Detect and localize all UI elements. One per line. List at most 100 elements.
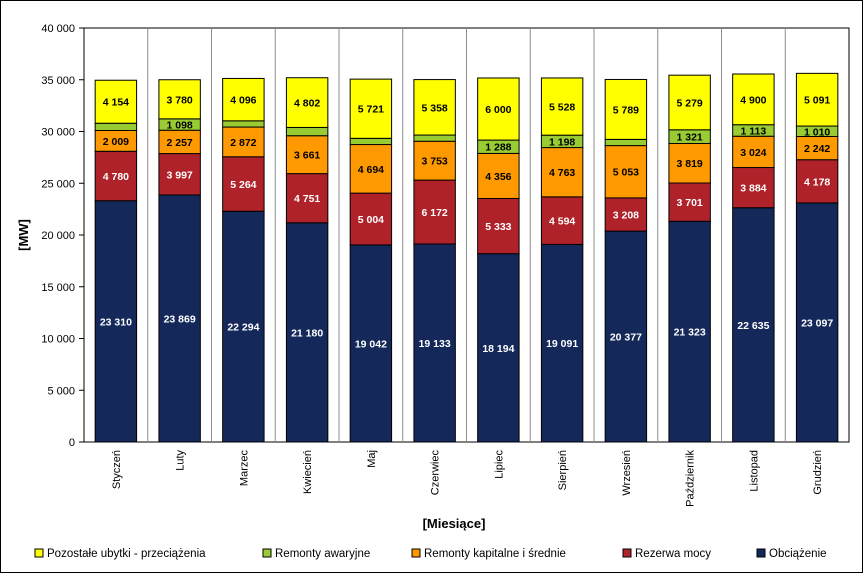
data-label: 5 091 bbox=[804, 95, 830, 107]
x-tick-label: Maj bbox=[366, 450, 378, 468]
legend-swatch bbox=[622, 548, 632, 558]
x-tick-label: Kwiecień bbox=[302, 450, 314, 494]
bar-segment bbox=[604, 145, 648, 199]
data-label: 5 279 bbox=[676, 97, 702, 109]
data-label: 19 133 bbox=[419, 338, 451, 350]
data-label: 3 701 bbox=[676, 197, 702, 209]
bar-segment bbox=[349, 192, 393, 246]
data-label: 4 694 bbox=[358, 164, 384, 176]
bar-segment bbox=[732, 135, 775, 169]
data-label: 1 010 bbox=[804, 126, 830, 138]
bar-segment bbox=[413, 243, 456, 443]
bar-segment bbox=[222, 210, 265, 443]
legend-swatch bbox=[262, 548, 272, 558]
data-label: 1 288 bbox=[485, 142, 511, 154]
x-tick-label: Grudzień bbox=[812, 450, 824, 495]
data-label: 5 789 bbox=[613, 104, 639, 116]
bar-segment bbox=[349, 137, 393, 146]
data-label: 2 257 bbox=[166, 137, 192, 149]
bar-segment bbox=[668, 74, 711, 131]
data-label: 22 635 bbox=[737, 320, 769, 332]
bar-segment bbox=[94, 122, 138, 131]
data-label: 2 242 bbox=[804, 143, 830, 155]
bar-segment bbox=[477, 77, 520, 141]
x-tick-label: Czerwiec bbox=[430, 450, 442, 496]
data-label: 4 763 bbox=[549, 167, 575, 179]
bar-segment bbox=[477, 197, 520, 255]
bar-segment bbox=[349, 78, 393, 139]
bar-segment bbox=[158, 79, 201, 120]
bar-segment bbox=[349, 244, 393, 443]
bar-segment bbox=[604, 230, 648, 443]
bar-segment bbox=[413, 179, 456, 245]
data-label: 2 872 bbox=[230, 137, 256, 149]
bar-segment bbox=[732, 207, 775, 443]
legend-swatch bbox=[756, 548, 766, 558]
data-label: 5 721 bbox=[358, 104, 384, 116]
bar-segment bbox=[222, 156, 265, 212]
bar-segment bbox=[540, 243, 584, 443]
legend-label: Remonty kapitalne i średnie bbox=[424, 548, 566, 560]
data-label: 3 780 bbox=[166, 94, 192, 106]
data-label: 3 024 bbox=[740, 147, 766, 159]
bar-segment bbox=[222, 120, 265, 128]
data-label: 1 198 bbox=[549, 136, 575, 148]
data-label: 23 310 bbox=[100, 316, 132, 328]
bar-segment bbox=[795, 159, 839, 204]
data-label: 4 751 bbox=[294, 193, 320, 205]
data-label: 22 294 bbox=[227, 322, 259, 334]
legend-label: Remonty awaryjne bbox=[275, 548, 370, 560]
bar-segment bbox=[732, 167, 775, 209]
x-tick-label: Listopad bbox=[748, 450, 760, 492]
legend-label: Obciążenie bbox=[769, 548, 827, 560]
bar-segment bbox=[285, 126, 329, 137]
data-label: 20 377 bbox=[610, 332, 642, 344]
data-label: 19 091 bbox=[546, 338, 578, 350]
bar-segment bbox=[477, 152, 520, 199]
y-axis-label: [MW] bbox=[16, 219, 31, 251]
x-axis-label: [Miesiące] bbox=[423, 516, 486, 531]
y-tick-label: 15 000 bbox=[41, 282, 75, 294]
bar-segment bbox=[668, 182, 711, 222]
data-label: 21 180 bbox=[291, 327, 323, 339]
y-tick-label: 35 000 bbox=[41, 75, 75, 87]
bar-segment bbox=[668, 220, 711, 443]
data-label: 1 098 bbox=[166, 120, 192, 132]
x-tick-label: Marzec bbox=[238, 450, 250, 487]
data-label: 4 096 bbox=[230, 95, 256, 107]
data-label: 5 333 bbox=[485, 221, 511, 233]
data-label: 5 053 bbox=[613, 167, 639, 179]
x-tick-label: Wrzesień bbox=[621, 450, 633, 496]
x-tick-label: Lipiec bbox=[493, 450, 505, 479]
data-label: 21 323 bbox=[674, 327, 706, 339]
legend-label: Pozostałe ubytki - przeciążenia bbox=[47, 548, 206, 560]
bar-segment bbox=[540, 147, 584, 198]
x-tick-label: Styczeń bbox=[111, 450, 123, 489]
y-tick-label: 30 000 bbox=[41, 127, 75, 139]
data-label: 6 000 bbox=[485, 104, 511, 116]
y-tick-label: 0 bbox=[69, 437, 75, 449]
bar-segment bbox=[604, 197, 648, 232]
bar-segment bbox=[158, 153, 201, 196]
data-label: 18 194 bbox=[482, 343, 514, 355]
data-label: 3 208 bbox=[613, 209, 639, 221]
data-label: 4 178 bbox=[804, 176, 830, 188]
bar-segment bbox=[413, 134, 456, 142]
data-label: 4 356 bbox=[485, 171, 511, 183]
data-label: 2 009 bbox=[103, 136, 129, 148]
x-tick-label: Październik bbox=[685, 450, 697, 507]
data-label: 3 661 bbox=[294, 150, 320, 162]
data-label: 5 004 bbox=[358, 214, 384, 226]
y-tick-label: 25 000 bbox=[41, 178, 75, 190]
bar-segment bbox=[94, 150, 138, 202]
data-label: 4 594 bbox=[549, 216, 575, 228]
data-label: 4 154 bbox=[103, 97, 129, 109]
data-label: 23 097 bbox=[801, 317, 833, 329]
data-label: 3 819 bbox=[676, 158, 702, 170]
bar-segment bbox=[285, 77, 329, 128]
data-label: 3 884 bbox=[740, 183, 766, 195]
bar-segment bbox=[285, 222, 329, 443]
x-tick-label: Luty bbox=[175, 450, 187, 471]
